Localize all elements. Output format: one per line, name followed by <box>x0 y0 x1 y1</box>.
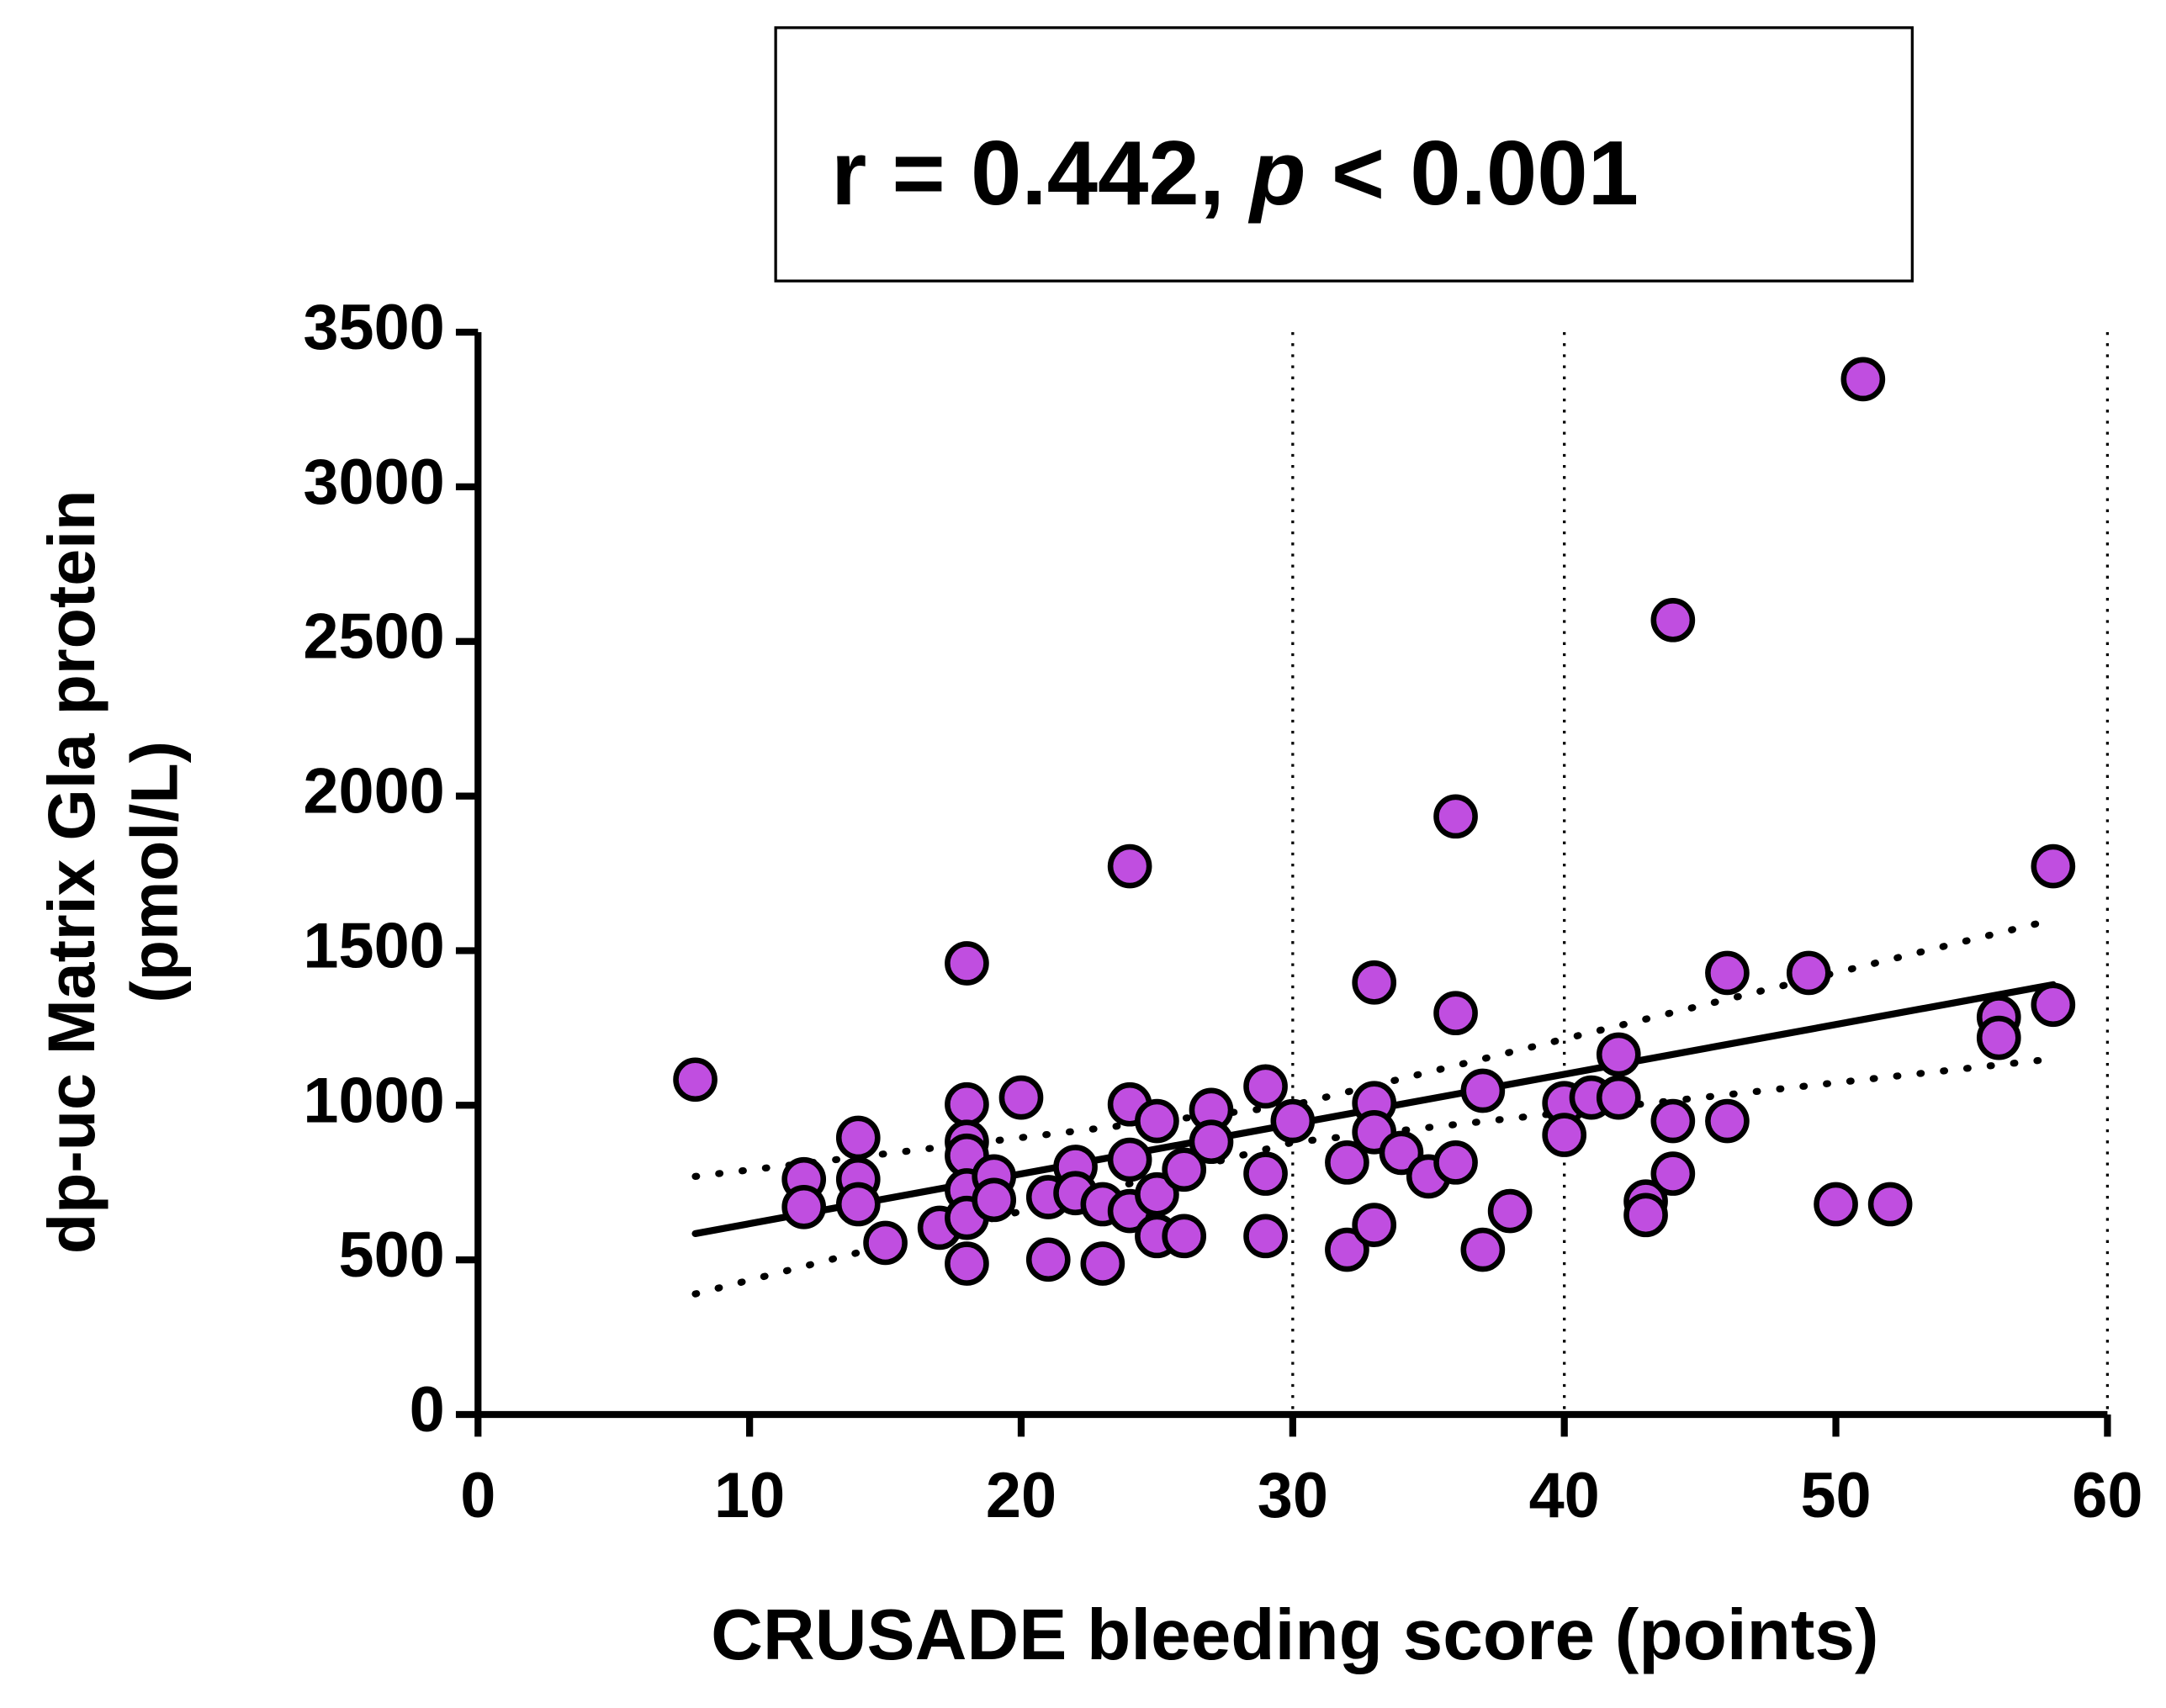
x-tick-label: 10 <box>714 1460 785 1531</box>
y-axis-label: dp-uc Matrix Gla protein (pmol/L) <box>34 490 192 1254</box>
point <box>1270 1098 1316 1144</box>
point <box>1814 1182 1858 1227</box>
point <box>1325 1140 1369 1185</box>
y-tick-label: 2000 <box>303 756 444 828</box>
point <box>1135 1098 1179 1144</box>
x-axis-label: CRUSADE bleeding score (points) <box>711 1595 1878 1675</box>
point <box>1107 843 1152 889</box>
point <box>1433 1140 1478 1185</box>
point <box>835 1182 881 1227</box>
point <box>1379 1130 1424 1176</box>
x-tick-label: 30 <box>1258 1460 1328 1531</box>
point <box>1705 1098 1750 1144</box>
y-tick-label: 1000 <box>303 1065 444 1136</box>
point <box>998 1075 1044 1120</box>
point <box>1460 1227 1506 1272</box>
annotation-p: p <box>1247 123 1305 225</box>
point <box>1243 1214 1288 1259</box>
point <box>1433 991 1478 1036</box>
point <box>945 1081 989 1127</box>
point <box>1596 1032 1641 1077</box>
x-tick-label: 50 <box>1800 1460 1871 1531</box>
point <box>1243 1151 1288 1196</box>
y-tick-label: 2500 <box>303 601 444 673</box>
x-tick-label: 40 <box>1529 1460 1600 1531</box>
point <box>1596 1075 1641 1120</box>
annotation-r: r = 0.442, <box>831 123 1225 225</box>
point <box>945 1241 989 1286</box>
point <box>2031 843 2076 889</box>
point <box>1107 1137 1152 1182</box>
point <box>1840 357 1886 402</box>
x-tick-label: 0 <box>460 1460 495 1531</box>
annotation-box <box>774 26 1914 283</box>
point <box>781 1184 827 1229</box>
point <box>1867 1182 1913 1227</box>
annotation: r = 0.442, p < 0.001 <box>831 123 1639 225</box>
point <box>673 1057 718 1103</box>
point <box>1352 1203 1397 1247</box>
point <box>863 1220 908 1266</box>
point <box>1080 1241 1125 1286</box>
point <box>1243 1064 1288 1109</box>
point <box>1135 1171 1179 1217</box>
y-axis-label-line: dp-uc Matrix Gla protein <box>34 490 109 1254</box>
point <box>2031 982 2076 1028</box>
point <box>1786 950 1831 996</box>
point <box>1487 1188 1533 1234</box>
point <box>1189 1119 1234 1165</box>
point <box>972 1177 1017 1223</box>
point <box>1162 1214 1207 1259</box>
point <box>945 941 989 986</box>
point <box>1650 598 1696 642</box>
point <box>1460 1068 1506 1113</box>
point <box>1325 1227 1369 1272</box>
y-tick-label: 0 <box>410 1374 445 1446</box>
point <box>1650 1098 1696 1144</box>
y-tick-label: 3500 <box>303 292 444 363</box>
point <box>1352 960 1397 1005</box>
point <box>1162 1147 1207 1192</box>
point <box>1542 1113 1587 1157</box>
point <box>1976 1015 2021 1060</box>
x-tick-label: 20 <box>986 1460 1057 1531</box>
annotation-value: < 0.001 <box>1332 123 1639 225</box>
point <box>1650 1151 1696 1196</box>
point <box>1705 950 1750 996</box>
point <box>1025 1237 1071 1282</box>
point <box>835 1115 881 1161</box>
y-tick-label: 500 <box>338 1219 444 1291</box>
point <box>1623 1192 1668 1238</box>
point <box>1433 794 1478 839</box>
y-axis-label-line: (pmol/L) <box>117 741 192 1002</box>
x-tick-label: 60 <box>2072 1460 2142 1531</box>
y-tick-label: 1500 <box>303 910 444 981</box>
y-tick-label: 3000 <box>303 447 444 518</box>
